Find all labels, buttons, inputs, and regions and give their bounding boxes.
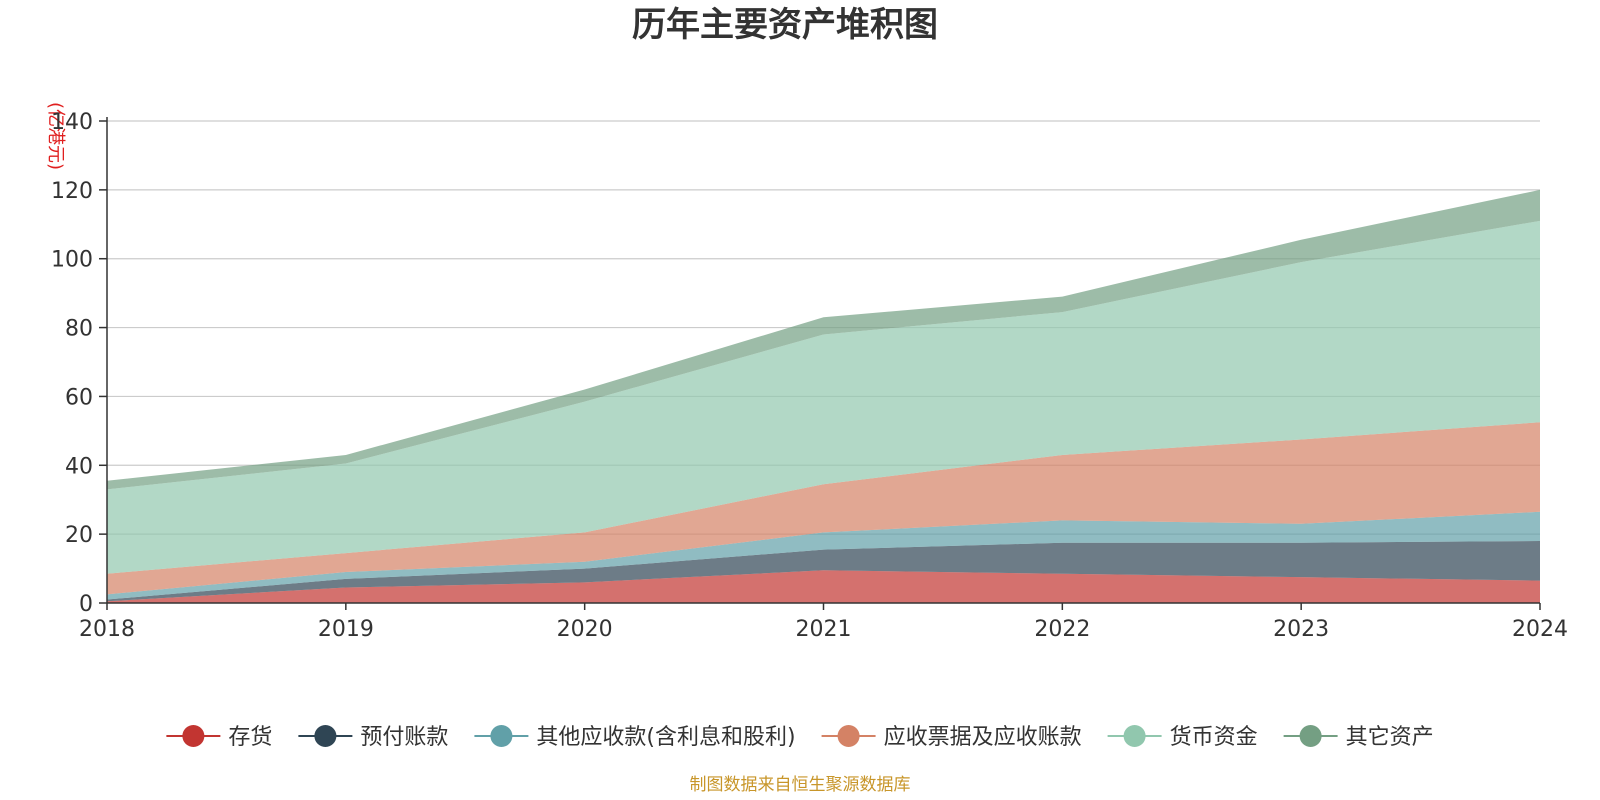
x-tick-label: 2019	[318, 617, 374, 642]
legend-item-3[interactable]: 应收票据及应收账款	[821, 725, 1082, 750]
legend-label: 预付账款	[360, 725, 448, 750]
x-tick-label: 2024	[1512, 617, 1568, 642]
legend-label: 应收票据及应收账款	[884, 725, 1082, 750]
legend-item-0[interactable]: 存货	[166, 725, 272, 750]
legend-label: 存货	[228, 725, 272, 750]
x-tick-label: 2022	[1034, 617, 1090, 642]
data-source-note: 制图数据来自恒生聚源数据库	[690, 775, 911, 795]
legend-circle	[1123, 725, 1146, 747]
legend-item-5[interactable]: 其它资产	[1283, 725, 1434, 750]
area-series-1[interactable]	[107, 541, 1540, 602]
legend-circle	[837, 725, 860, 747]
x-tick-label: 2020	[557, 617, 613, 642]
legend-label: 其它资产	[1346, 725, 1434, 750]
legend-label: 货币资金	[1170, 725, 1258, 750]
y-tick-label: 20	[65, 523, 93, 548]
y-axis-unit-label: (亿港元)	[45, 102, 66, 170]
legend-circle	[182, 725, 205, 747]
y-tick-label: 40	[65, 454, 93, 479]
area-series-3[interactable]	[107, 422, 1540, 595]
area-series-5[interactable]	[107, 189, 1540, 490]
y-tick-label: 100	[51, 248, 93, 273]
chart-title: 历年主要资产堆积图	[632, 5, 938, 45]
y-tick-label: 120	[51, 179, 93, 204]
area-series-4[interactable]	[107, 220, 1540, 574]
x-tick-label: 2021	[796, 617, 852, 642]
area-series-2[interactable]	[107, 511, 1540, 600]
x-tick-label: 2018	[79, 617, 135, 642]
legend-circle	[1299, 725, 1322, 747]
legend-circle	[490, 725, 513, 747]
legend-label: 其他应收款(含利息和股利)	[536, 725, 795, 750]
legend-item-2[interactable]: 其他应收款(含利息和股利)	[474, 725, 796, 750]
area-series-0[interactable]	[107, 570, 1540, 603]
axes: 0 20 40 60 80 100 120 140 2018 2019 2020 2021 2022 20…	[51, 110, 1568, 642]
legend[interactable]: 存货 预付账款 其他应收款(含利息和股利) 应收票据及应收账款 货币资金 其它资产	[166, 725, 1434, 750]
y-tick-label: 80	[65, 317, 93, 342]
legend-item-4[interactable]: 货币资金	[1107, 725, 1258, 750]
x-tick-label: 2023	[1273, 617, 1329, 642]
y-tick-label: 60	[65, 385, 93, 410]
y-tick-label: 140	[51, 110, 93, 135]
legend-item-1[interactable]: 预付账款	[298, 725, 448, 750]
area-series-group	[107, 189, 1540, 603]
legend-circle	[314, 725, 337, 747]
y-tick-label: 0	[79, 592, 93, 617]
